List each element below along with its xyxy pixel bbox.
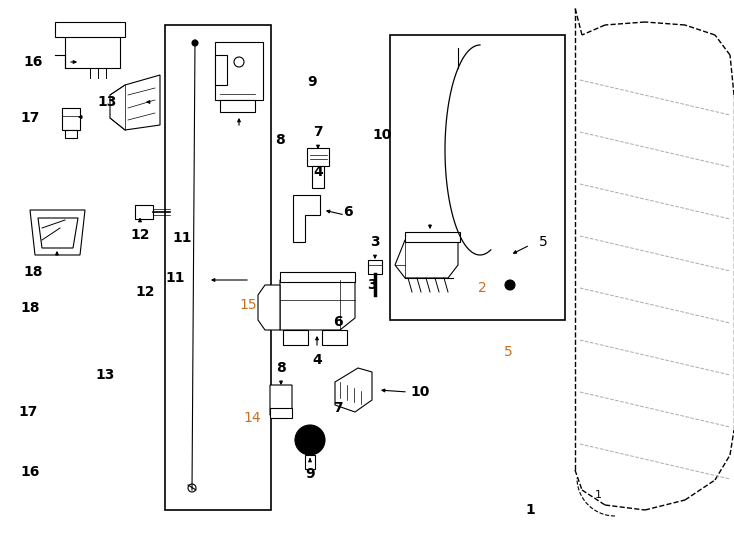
Bar <box>390 35 565 320</box>
Text: 6: 6 <box>344 205 353 219</box>
Polygon shape <box>335 368 372 412</box>
Text: 16: 16 <box>21 465 40 479</box>
Text: 1: 1 <box>525 503 535 517</box>
Text: 11: 11 <box>172 231 192 245</box>
Bar <box>135 205 153 219</box>
Bar <box>270 408 292 418</box>
Bar <box>283 330 308 345</box>
Text: 13: 13 <box>95 368 115 382</box>
Text: 1: 1 <box>595 490 601 500</box>
Text: 8: 8 <box>275 133 285 147</box>
Text: 16: 16 <box>23 55 43 69</box>
Bar <box>312 166 324 188</box>
Text: 10: 10 <box>410 385 429 399</box>
Text: 12: 12 <box>135 285 155 299</box>
Bar <box>65 30 120 68</box>
Bar <box>62 108 80 130</box>
Bar <box>307 148 329 166</box>
Text: 14: 14 <box>243 411 261 425</box>
Text: 17: 17 <box>21 111 40 125</box>
Text: 4: 4 <box>312 353 322 367</box>
Bar <box>165 25 271 510</box>
Bar <box>55 22 125 37</box>
Text: 10: 10 <box>372 128 392 142</box>
Polygon shape <box>293 195 320 242</box>
Text: 12: 12 <box>130 228 150 242</box>
Bar <box>368 260 382 274</box>
Circle shape <box>505 280 515 290</box>
Text: 18: 18 <box>23 265 43 279</box>
Circle shape <box>192 40 198 46</box>
Polygon shape <box>110 75 160 130</box>
Polygon shape <box>258 285 280 330</box>
Text: 2: 2 <box>478 281 487 295</box>
Text: 15: 15 <box>239 298 257 312</box>
Bar <box>322 330 347 345</box>
Text: 9: 9 <box>308 75 317 89</box>
Text: 11: 11 <box>165 271 185 285</box>
Text: 18: 18 <box>21 301 40 315</box>
Polygon shape <box>280 280 355 330</box>
Bar <box>215 55 227 85</box>
Bar <box>215 42 263 100</box>
Text: 9: 9 <box>305 467 315 481</box>
Text: 4: 4 <box>313 165 323 179</box>
Polygon shape <box>38 218 78 248</box>
Text: 3: 3 <box>370 235 379 249</box>
Text: 13: 13 <box>98 95 117 109</box>
Text: 7: 7 <box>313 125 323 139</box>
Bar <box>220 100 255 112</box>
Text: 6: 6 <box>333 315 343 329</box>
Bar <box>305 455 315 469</box>
Polygon shape <box>30 210 85 255</box>
Text: 5: 5 <box>539 235 548 249</box>
Circle shape <box>295 425 325 455</box>
Text: 5: 5 <box>504 345 512 359</box>
Polygon shape <box>270 385 292 415</box>
Text: 3: 3 <box>367 278 377 292</box>
Polygon shape <box>395 240 458 278</box>
Text: 17: 17 <box>18 405 37 419</box>
Bar <box>65 130 77 138</box>
Text: 7: 7 <box>333 401 343 415</box>
Bar <box>405 232 460 242</box>
Text: 8: 8 <box>276 361 286 375</box>
Bar <box>280 272 355 282</box>
